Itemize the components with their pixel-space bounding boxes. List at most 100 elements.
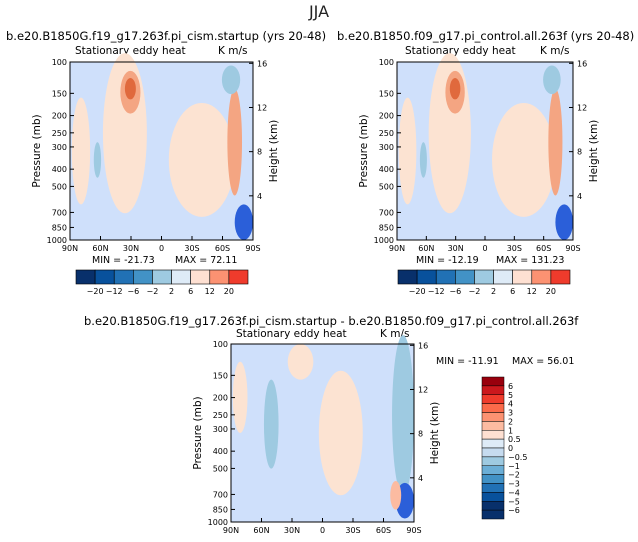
contour-region: [390, 481, 402, 510]
colorbar-label: −0.5: [508, 453, 527, 462]
y-tick-label: 150: [213, 371, 228, 380]
colorbar-swatch: [481, 474, 505, 484]
x-tick-label: 30N: [448, 244, 464, 253]
colorbar-label: 0: [508, 444, 513, 453]
colorbar-label: −6: [449, 287, 461, 296]
x-tick-label: 0: [320, 526, 325, 535]
x-tick-label: 90S: [245, 244, 260, 253]
y-tick-label: 400: [52, 165, 67, 174]
plot-area: 90N 60N 30N 0 30S 60S 90S 100 150 200 250 300 400 500…: [31, 53, 280, 253]
y-tick-label: 250: [379, 129, 394, 138]
colorbar-swatch: [481, 376, 505, 387]
colorbar-swatch: [481, 421, 505, 431]
panel-1-units: K m/s: [218, 45, 248, 57]
colorbar-swatch: [481, 492, 505, 502]
colorbar-swatch: [481, 447, 505, 458]
y-tick-label: 1000: [47, 236, 67, 245]
colorbar-label: −2: [469, 287, 481, 296]
y-tick-label: 700: [379, 208, 394, 217]
colorbar-label: 3: [508, 409, 513, 418]
x-tick-label: 60S: [215, 244, 230, 253]
colorbar-label: 2: [508, 417, 513, 426]
colorbar-label: 20: [224, 287, 234, 296]
y-tick-label: 200: [379, 112, 394, 121]
colorbar-swatch: [481, 403, 505, 413]
panel-3-subtitle: Stationary eddy heat: [236, 328, 347, 340]
x-tick-label: 60N: [92, 244, 108, 253]
colorbar-label: −1: [508, 462, 520, 471]
y-tick-label: 150: [52, 89, 67, 98]
colorbar-swatch: [228, 269, 249, 285]
y2-tick-label: 4: [418, 474, 423, 483]
contour-region: [419, 142, 427, 178]
y-tick-label: 100: [213, 340, 228, 349]
colorbar-swatch: [481, 412, 505, 422]
colorbar-swatch: [481, 465, 505, 475]
contour-region: [221, 65, 241, 95]
panel-1-subtitle: Stationary eddy heat: [75, 45, 186, 57]
contour-region: [318, 370, 363, 496]
contour-region: [124, 78, 136, 100]
y2-tick-label: 12: [418, 385, 428, 394]
colorbar-swatch: [481, 430, 505, 440]
colorbar-label: −5: [508, 497, 520, 506]
x-tick-label: 90S: [406, 526, 421, 535]
figure-title: JJA: [308, 2, 330, 21]
panel-3-title: b.e20.B1850G.f19_g17.263f.pi_cism.startu…: [84, 314, 579, 328]
colorbar-swatch: [481, 456, 505, 466]
x-tick-label: 90N: [223, 526, 239, 535]
panel-2-units: K m/s: [540, 45, 570, 57]
y-axis-label: Pressure (mb): [192, 396, 204, 469]
x-tick-label: 30S: [345, 526, 360, 535]
colorbar-swatch: [481, 483, 505, 493]
colorbar-label: −2: [147, 287, 159, 296]
colorbar-label: 4: [508, 400, 513, 409]
colorbar-label: 12: [205, 287, 215, 296]
contour-region: [71, 97, 91, 205]
y-tick-label: 850: [52, 223, 67, 232]
contour-region: [232, 361, 248, 433]
y2-tick-label: 8: [577, 148, 582, 157]
contour-region: [234, 204, 254, 240]
colorbar-label: 0.5: [508, 435, 521, 444]
y2-tick-label: 8: [257, 148, 262, 157]
y-tick-label: 100: [379, 58, 394, 67]
colorbar-label: 6: [510, 287, 515, 296]
x-tick-label: 30S: [184, 244, 199, 253]
y2-tick-label: 16: [577, 59, 587, 68]
y2-tick-label: 16: [418, 341, 428, 350]
contour-region: [168, 102, 235, 217]
x-tick-label: 60S: [376, 526, 391, 535]
contour-region: [392, 335, 414, 496]
y-axis-label: Pressure (mb): [31, 114, 43, 187]
x-tick-label: 60N: [253, 526, 269, 535]
y-tick-label: 200: [213, 394, 228, 403]
y2-tick-label: 16: [257, 59, 267, 68]
y-tick-label: 500: [213, 464, 228, 473]
contour-region: [93, 142, 102, 178]
panel-1-title: b.e20.B1850G.f19_g17.263f.pi_cism.startu…: [6, 29, 327, 43]
x-tick-label: 60S: [536, 244, 551, 253]
y2-tick-label: 8: [418, 430, 423, 439]
contour-region: [543, 65, 561, 95]
contour-region: [398, 97, 417, 205]
colorbar-label: 2: [491, 287, 496, 296]
y-tick-label: 850: [213, 505, 228, 514]
colorbar-label: −6: [127, 287, 139, 296]
colorbar-swatch: [481, 394, 505, 404]
panel-2-title: b.e20.B1850.f09_g17.pi_control.all.263f …: [337, 29, 635, 43]
colorbar-label: 2: [169, 287, 174, 296]
plot-area: 90N 60N 30N 0 30S 60S 90S 100 150 200 250 300 400 500…: [192, 335, 441, 535]
colorbar-swatch: [481, 438, 505, 449]
y-tick-label: 250: [213, 411, 228, 420]
x-tick-label: 90S: [565, 244, 580, 253]
panel-3-max: MAX = 56.01: [512, 356, 575, 367]
y-tick-label: 150: [379, 89, 394, 98]
y-tick-label: 850: [379, 223, 394, 232]
y-tick-label: 500: [379, 182, 394, 191]
contour-region: [449, 78, 461, 100]
y-tick-label: 400: [379, 165, 394, 174]
